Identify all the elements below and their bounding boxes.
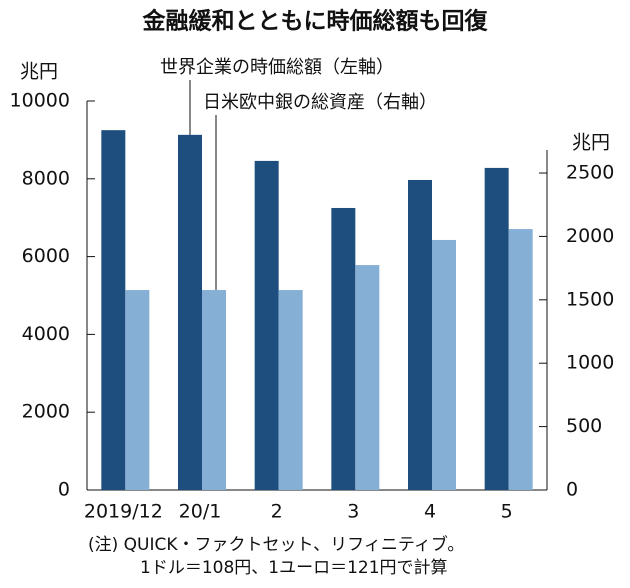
bar xyxy=(101,130,126,491)
y-tick-label: 8000 xyxy=(22,167,70,189)
bar xyxy=(508,229,533,491)
bar xyxy=(355,265,380,490)
x-tick-label: 4 xyxy=(424,501,436,523)
bar xyxy=(278,290,303,490)
y2-tick-label: 2000 xyxy=(566,225,614,247)
y2-tick-label: 0 xyxy=(566,479,578,501)
y2-tick-label: 500 xyxy=(566,415,602,437)
bar xyxy=(125,290,150,490)
bar xyxy=(178,134,202,490)
y2-tick-label: 1500 xyxy=(566,288,614,310)
y-tick-label: 6000 xyxy=(22,245,70,267)
y2-tick-label: 1000 xyxy=(566,352,614,374)
y-tick-label: 10000 xyxy=(10,90,70,112)
bar xyxy=(408,179,432,491)
y2-unit: 兆円 xyxy=(572,132,610,154)
x-tick-label: 20/1 xyxy=(179,501,222,523)
note: (注) QUICK・ファクトセット、リフィニティブ。 xyxy=(88,534,464,555)
y-unit: 兆円 xyxy=(20,61,58,83)
series-label: 日米欧中銀の総資産（右軸） xyxy=(203,92,437,113)
bar xyxy=(484,167,509,490)
bar xyxy=(202,290,226,490)
x-tick-label: 5 xyxy=(501,501,513,523)
y-tick-label: 4000 xyxy=(22,323,70,345)
bar xyxy=(254,160,279,490)
bar xyxy=(331,207,356,490)
y2-tick-label: 2500 xyxy=(566,162,614,184)
note: 1ドル＝108円、1ユーロ＝121円で計算 xyxy=(140,558,448,578)
x-tick-label: 2019/12 xyxy=(84,501,163,523)
x-tick-label: 3 xyxy=(347,501,359,523)
x-tick-label: 2 xyxy=(271,501,283,523)
bar xyxy=(432,239,456,490)
y-tick-label: 2000 xyxy=(22,401,70,423)
chart-title: 金融緩和とともに時価総額も回復 xyxy=(142,8,489,35)
series-label: 世界企業の時価総額（左軸） xyxy=(160,57,394,78)
y-tick-label: 0 xyxy=(58,479,70,501)
